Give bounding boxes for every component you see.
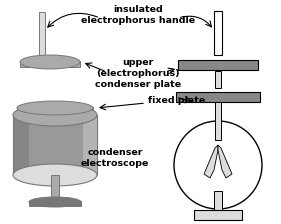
Ellipse shape [13, 104, 97, 126]
FancyBboxPatch shape [83, 115, 97, 175]
FancyBboxPatch shape [176, 92, 260, 102]
FancyBboxPatch shape [13, 115, 97, 175]
Ellipse shape [29, 197, 81, 207]
Ellipse shape [17, 101, 93, 115]
Text: fixed plate: fixed plate [148, 95, 205, 105]
Circle shape [174, 121, 262, 209]
FancyBboxPatch shape [29, 201, 81, 206]
FancyBboxPatch shape [215, 71, 221, 88]
FancyBboxPatch shape [20, 61, 80, 67]
FancyBboxPatch shape [13, 115, 29, 175]
Polygon shape [204, 145, 218, 178]
FancyBboxPatch shape [214, 191, 222, 212]
FancyBboxPatch shape [194, 210, 242, 220]
Text: insulated
electrophorus handle: insulated electrophorus handle [81, 5, 195, 25]
FancyBboxPatch shape [39, 12, 45, 58]
Ellipse shape [20, 55, 80, 69]
Polygon shape [218, 145, 232, 178]
FancyBboxPatch shape [215, 102, 221, 140]
FancyBboxPatch shape [51, 175, 59, 197]
Text: condenser
electroscope: condenser electroscope [81, 148, 149, 168]
FancyBboxPatch shape [214, 11, 222, 55]
FancyBboxPatch shape [178, 60, 258, 70]
Ellipse shape [13, 164, 97, 186]
Text: upper
(electrophorus)
condenser plate: upper (electrophorus) condenser plate [95, 58, 181, 89]
FancyBboxPatch shape [17, 107, 93, 112]
